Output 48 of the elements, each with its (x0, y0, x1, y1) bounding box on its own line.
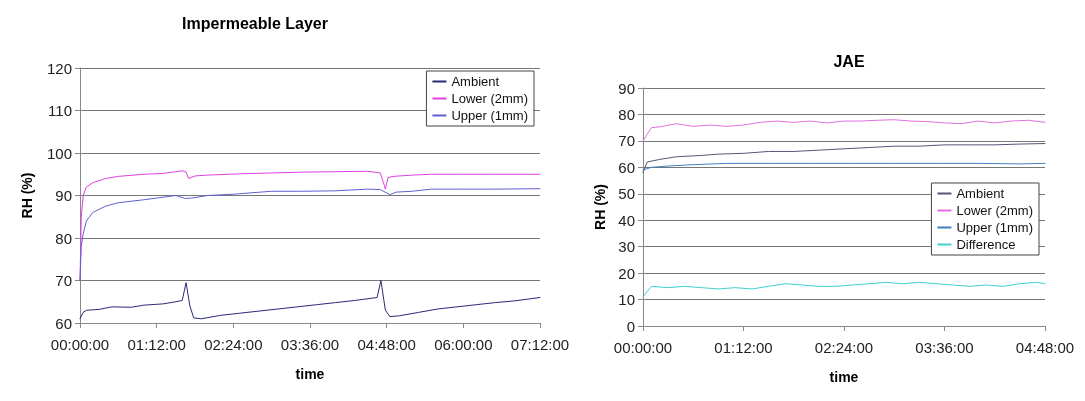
x-tick-label: 00:00:00 (613, 339, 673, 356)
x-tick-label: 01:12:00 (714, 339, 773, 356)
y-tick-label: 100 (46, 144, 72, 162)
legend-label: Upper (1mm) (451, 108, 529, 123)
y-tick-label: 90 (618, 79, 635, 97)
y-tick-label: 0 (626, 317, 635, 335)
y-tick-label: 40 (618, 211, 635, 229)
y-tick-label: 80 (618, 105, 635, 123)
legend-label: Ambient (451, 74, 500, 89)
y-tick-label: 110 (48, 102, 72, 119)
line-series (642, 281, 1046, 298)
y-tick-label: 60 (618, 158, 635, 176)
y-tick-label: 90 (55, 187, 72, 204)
x-tick-label: 00:00:00 (50, 336, 110, 353)
y-tick-label: 80 (55, 229, 72, 247)
x-tick-label: 04:48:00 (1015, 339, 1075, 356)
y-axis-title: RH (%) (19, 172, 35, 219)
line-series (79, 188, 541, 281)
x-tick-label: 01:12:00 (127, 336, 186, 353)
y-tick-label: 50 (618, 185, 635, 203)
x-tick-label: 03:36:00 (280, 336, 340, 353)
x-axis-title: time (295, 366, 325, 382)
legend-label: Ambient (956, 186, 1005, 201)
y-tick-label: 30 (618, 238, 635, 256)
legend-label: Difference (956, 237, 1016, 252)
y-tick-label: 20 (618, 264, 635, 282)
y-tick-label: 120 (46, 59, 72, 77)
y-tick-label: 70 (55, 272, 72, 289)
x-tick-label: 04:48:00 (357, 336, 416, 353)
y-tick-label: 10 (618, 291, 635, 309)
y-tick-label: 70 (618, 132, 635, 150)
x-tick-label: 02:24:00 (814, 339, 874, 356)
y-axis-title: RH (%) (592, 184, 609, 230)
line-series (642, 119, 1046, 142)
y-tick-label: 60 (55, 314, 72, 332)
legend-label: Lower (2mm) (956, 203, 1034, 218)
x-tick-label: 06:00:00 (434, 336, 493, 353)
legend-label: Lower (2mm) (451, 91, 529, 106)
chart-title: JAE (833, 52, 865, 70)
chart-title: Impermeable Layer (182, 14, 328, 32)
line-series (642, 143, 1046, 174)
x-tick-label: 07:12:00 (510, 336, 570, 353)
x-axis-title: time (829, 369, 859, 385)
line-series (79, 280, 541, 320)
legend-label: Upper (1mm) (956, 220, 1034, 235)
x-tick-label: 02:24:00 (204, 336, 263, 353)
line-series (642, 162, 1046, 171)
x-tick-label: 03:36:00 (915, 339, 974, 356)
